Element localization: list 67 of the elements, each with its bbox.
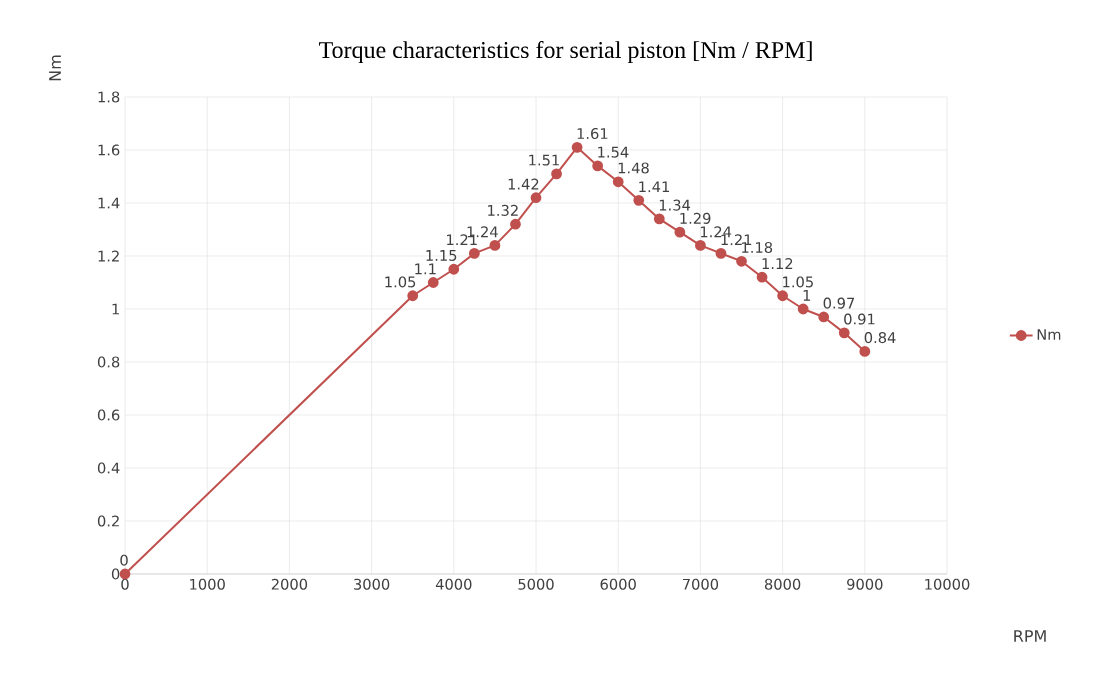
point [756,271,768,283]
data-label: 1.05 [783,276,813,288]
point [612,176,624,188]
data-label: 1.05 [385,276,416,288]
data-label: 0.97 [823,297,855,309]
y-tick-label: 0.6 [97,409,120,421]
data-label: 1.61 [577,128,608,140]
data-label: 1.34 [659,199,691,211]
x-axis-title: RPM [1014,630,1046,642]
point [530,192,542,204]
data-label: 0.91 [844,313,875,325]
y-tick-label: 0 [111,568,120,580]
data-label: 1 [803,290,811,301]
y-tick-label: 0.8 [97,356,120,368]
data-label: 1.15 [426,250,457,261]
data-label: 1.42 [508,178,539,190]
data-label: 1.48 [618,162,649,174]
x-tick-label: 5000 [518,578,554,590]
x-tick-label: 7000 [682,578,719,590]
x-tick-label: 0 [121,578,129,590]
y-axis-title: Nm [49,55,61,81]
point [571,141,583,153]
x-tick-label: 1000 [190,578,225,590]
data-label: 1.12 [762,258,793,269]
data-label: 1.29 [680,212,711,224]
x-tick-label: 4000 [435,578,472,590]
point [427,277,439,288]
y-tick-label: 1.8 [98,91,120,103]
point [797,303,809,315]
point [838,327,850,339]
y-tick-label: 0.4 [97,462,120,474]
point [859,346,871,357]
data-label: 1.54 [598,146,629,158]
point [592,160,604,172]
legend-label: Nm [1037,329,1061,340]
data-label: 1.41 [639,181,669,193]
chart-title: Torque characteristics for serial piston [Nm / RPM] [319,40,812,63]
x-tick-label: 3000 [354,578,390,590]
point [695,240,706,251]
point [674,226,686,238]
x-tick-label: 6000 [600,578,636,590]
point [653,213,665,225]
y-tick-label: 1.2 [98,250,119,262]
point [715,247,727,259]
x-tick-label: 8000 [764,578,801,590]
point [489,240,501,251]
point [551,168,562,180]
point [777,290,789,302]
x-tick-label: 9000 [847,578,883,590]
y-tick-label: 1.6 [98,144,120,156]
point [448,263,460,275]
data-label: 1.51 [529,154,559,166]
point [510,218,521,230]
data-label: 0.84 [864,332,896,344]
point [818,311,830,323]
point [468,247,480,259]
point [407,290,419,302]
x-tick-label: 10000 [925,578,970,590]
point [633,194,645,206]
point [736,255,747,267]
data-label: 1.1 [415,263,436,275]
y-tick-label: 0.2 [97,515,119,527]
x-tick-label: 2000 [271,578,308,590]
data-label: 1.32 [488,204,518,216]
data-label: 0 [120,554,128,566]
y-tick-label: 1 [112,303,119,315]
y-tick-label: 1.4 [98,197,120,209]
